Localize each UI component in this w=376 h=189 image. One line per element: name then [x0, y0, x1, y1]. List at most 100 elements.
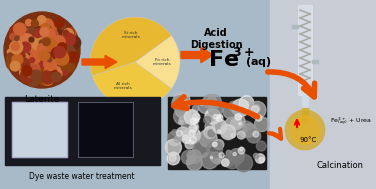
- Circle shape: [232, 99, 249, 117]
- Circle shape: [243, 124, 256, 137]
- Circle shape: [11, 55, 21, 66]
- Circle shape: [42, 23, 49, 31]
- Wedge shape: [135, 36, 180, 88]
- Circle shape: [54, 21, 59, 26]
- Text: Fe$^{3+}_{(aq)}$ + Urea: Fe$^{3+}_{(aq)}$ + Urea: [330, 116, 372, 128]
- Circle shape: [169, 155, 176, 162]
- Circle shape: [239, 96, 254, 111]
- Circle shape: [253, 153, 258, 158]
- Circle shape: [45, 53, 57, 65]
- Circle shape: [42, 38, 50, 46]
- Circle shape: [48, 78, 52, 82]
- Circle shape: [27, 37, 35, 46]
- Circle shape: [255, 154, 265, 163]
- Circle shape: [13, 56, 27, 70]
- Circle shape: [25, 32, 32, 39]
- Circle shape: [55, 30, 59, 34]
- Circle shape: [35, 41, 39, 45]
- Circle shape: [42, 44, 46, 48]
- Circle shape: [49, 34, 58, 43]
- Circle shape: [63, 71, 67, 75]
- Circle shape: [240, 147, 243, 151]
- Bar: [78, 102, 133, 157]
- Circle shape: [212, 142, 217, 147]
- Circle shape: [176, 127, 190, 140]
- Circle shape: [36, 58, 47, 68]
- FancyArrow shape: [181, 47, 213, 63]
- Circle shape: [62, 45, 75, 58]
- Circle shape: [174, 108, 191, 125]
- Circle shape: [49, 37, 62, 50]
- Circle shape: [58, 43, 67, 52]
- Circle shape: [69, 54, 75, 60]
- Text: Laterite: Laterite: [24, 95, 60, 104]
- Circle shape: [185, 140, 194, 149]
- Circle shape: [11, 50, 25, 63]
- Circle shape: [39, 56, 46, 63]
- Circle shape: [10, 60, 18, 68]
- Circle shape: [47, 72, 55, 80]
- Circle shape: [172, 129, 177, 135]
- Circle shape: [183, 127, 200, 144]
- Circle shape: [37, 39, 48, 50]
- Circle shape: [185, 111, 197, 123]
- Circle shape: [41, 67, 48, 74]
- Circle shape: [48, 38, 52, 43]
- Circle shape: [203, 94, 217, 108]
- Text: Al rich
minerals: Al rich minerals: [114, 82, 132, 90]
- Circle shape: [179, 116, 188, 124]
- Circle shape: [16, 39, 26, 49]
- Circle shape: [175, 103, 190, 118]
- Circle shape: [55, 53, 68, 66]
- Circle shape: [52, 48, 59, 57]
- Circle shape: [180, 131, 189, 139]
- Circle shape: [39, 34, 47, 42]
- Circle shape: [37, 72, 42, 77]
- Circle shape: [52, 52, 58, 58]
- Circle shape: [201, 152, 218, 169]
- Circle shape: [238, 121, 254, 138]
- Circle shape: [61, 35, 70, 45]
- Text: $\mathbf{Fe}$: $\mathbf{Fe}$: [208, 50, 239, 70]
- Circle shape: [7, 51, 21, 65]
- Circle shape: [41, 26, 52, 38]
- Circle shape: [10, 33, 17, 40]
- Circle shape: [193, 141, 209, 158]
- Circle shape: [27, 62, 39, 75]
- Circle shape: [207, 142, 223, 157]
- Circle shape: [64, 51, 68, 56]
- Circle shape: [182, 119, 199, 136]
- Circle shape: [38, 16, 46, 24]
- Circle shape: [33, 35, 42, 45]
- Circle shape: [6, 56, 20, 70]
- Circle shape: [194, 125, 198, 129]
- Circle shape: [28, 32, 36, 40]
- Circle shape: [255, 115, 262, 121]
- Circle shape: [12, 54, 23, 65]
- Circle shape: [285, 110, 325, 150]
- Circle shape: [32, 20, 38, 27]
- Circle shape: [190, 136, 196, 143]
- Circle shape: [64, 56, 69, 61]
- Circle shape: [10, 61, 20, 71]
- Circle shape: [62, 33, 75, 47]
- Circle shape: [58, 58, 70, 70]
- Circle shape: [255, 117, 269, 132]
- Circle shape: [199, 129, 217, 147]
- Circle shape: [17, 52, 29, 65]
- Text: 90°C: 90°C: [300, 137, 317, 143]
- Circle shape: [214, 139, 224, 149]
- Text: Fe rich
minerals: Fe rich minerals: [153, 58, 171, 66]
- Circle shape: [44, 57, 57, 70]
- Circle shape: [64, 28, 76, 39]
- Circle shape: [185, 101, 190, 105]
- Circle shape: [14, 36, 20, 42]
- Circle shape: [43, 28, 55, 40]
- Circle shape: [37, 44, 47, 53]
- Circle shape: [56, 52, 69, 65]
- Bar: [5, 97, 160, 165]
- Circle shape: [58, 58, 65, 65]
- Circle shape: [230, 118, 243, 130]
- Circle shape: [29, 53, 41, 64]
- Circle shape: [29, 27, 35, 33]
